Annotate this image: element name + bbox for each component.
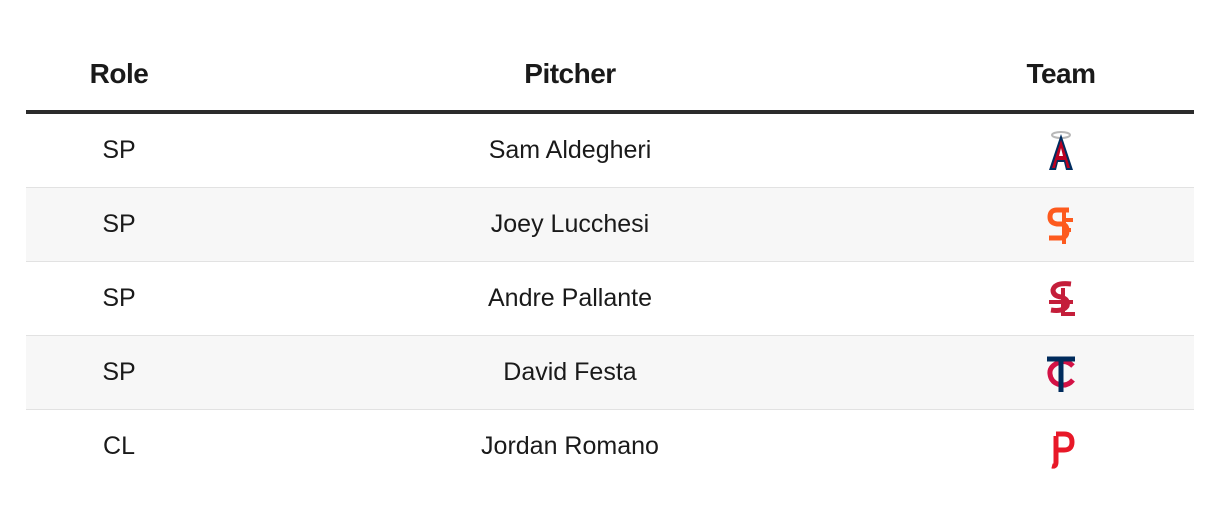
column-header: Role: [26, 38, 212, 114]
column-header: Team: [928, 38, 1194, 114]
row: SP Sam Aldegheri: [26, 112, 1194, 188]
team-cell: [928, 187, 1194, 262]
row: SP Andre Pallante: [26, 261, 1194, 336]
team-logo: [1047, 356, 1075, 392]
pitcher-cell: Sam Aldegheri: [488, 136, 652, 164]
roster-table: Role Pitcher Team SP Sam Aldegheri SP Jo…: [26, 38, 1194, 483]
role-cell: SP: [26, 335, 212, 410]
row: CL Jordan Romano: [26, 409, 1194, 483]
pitcher-cell: Joey Lucchesi: [212, 187, 928, 262]
team-cell: [928, 261, 1194, 336]
role-cell: SP: [26, 261, 212, 336]
role-cell: CL: [26, 409, 212, 483]
team-logo: [1049, 130, 1073, 170]
team-logo: [1051, 431, 1075, 469]
role-cell: SP: [102, 136, 136, 164]
pitcher-cell: Jordan Romano: [212, 409, 928, 483]
role-cell: SP: [26, 187, 212, 262]
row: SP Joey Lucchesi: [26, 187, 1194, 262]
row: SP David Festa: [26, 335, 1194, 410]
pitcher-cell: David Festa: [212, 335, 928, 410]
team-logo: [1049, 280, 1075, 316]
pitcher-cell: Andre Pallante: [212, 261, 928, 336]
header-row: Role Pitcher Team: [26, 38, 1194, 114]
column-header: Pitcher: [212, 38, 928, 114]
team-cell: [928, 409, 1194, 483]
team-cell: [928, 335, 1194, 410]
team-cell: [928, 112, 1194, 188]
team-logo: [1047, 207, 1073, 244]
